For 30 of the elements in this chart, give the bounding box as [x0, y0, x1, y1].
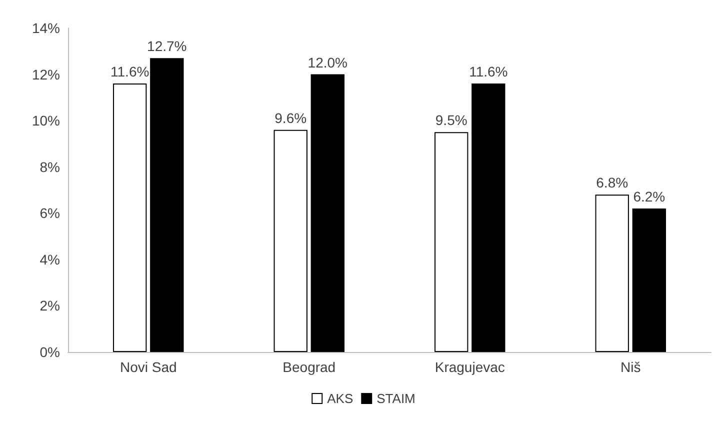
y-tick-label: 14% [32, 20, 60, 36]
x-tick-label: Niš [620, 359, 641, 375]
legend-label: STAIM [376, 391, 416, 406]
x-tick-label: Novi Sad [120, 359, 177, 375]
bar [595, 194, 629, 352]
data-label: 6.8% [596, 174, 628, 191]
bar [632, 208, 666, 352]
y-tick-label: 2% [40, 298, 60, 314]
y-tick-label: 0% [40, 344, 60, 360]
y-tick-label: 4% [40, 251, 60, 268]
bar [434, 132, 468, 352]
data-label: 11.6% [110, 64, 150, 80]
data-label: 11.6% [469, 64, 508, 80]
bar [274, 130, 308, 352]
y-tick-label: 8% [40, 158, 60, 175]
data-label: 6.2% [633, 188, 666, 205]
bar [113, 84, 147, 352]
data-label: 9.6% [274, 110, 307, 126]
data-label: 9.5% [435, 112, 468, 128]
data-label: 12.0% [308, 54, 348, 70]
x-tick-label: Kragujevac [434, 359, 505, 375]
y-tick-label: 12% [32, 66, 60, 82]
data-label: 12.7% [147, 38, 187, 54]
bar [150, 58, 184, 352]
x-tick-label: Beograd [282, 359, 336, 375]
bar [310, 74, 344, 352]
y-tick-label: 10% [32, 112, 60, 129]
y-tick-label: 6% [40, 205, 60, 222]
legend-label: AKS [327, 391, 354, 406]
bar [472, 84, 506, 352]
